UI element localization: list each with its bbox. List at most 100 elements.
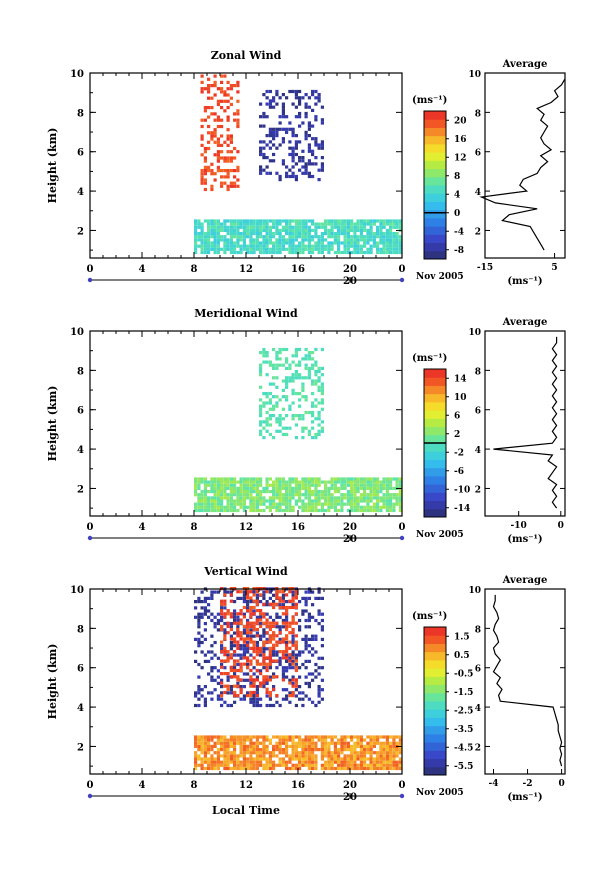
heatmap-cell bbox=[262, 347, 266, 352]
heatmap-cell bbox=[317, 496, 321, 500]
heatmap-cell bbox=[330, 483, 334, 487]
heatmap-cell bbox=[301, 382, 305, 386]
heatmap-cell bbox=[311, 502, 315, 506]
heatmap-cell bbox=[333, 496, 337, 500]
heatmap-cell bbox=[291, 763, 295, 767]
heatmap-cell bbox=[288, 244, 292, 248]
heatmap-cell bbox=[200, 222, 204, 226]
heatmap-cell bbox=[389, 232, 393, 236]
heatmap-cell bbox=[252, 496, 256, 500]
colorbar-tick-label: -1.5 bbox=[454, 688, 473, 698]
heatmap-cell bbox=[213, 134, 217, 138]
heatmap-cell bbox=[301, 697, 305, 701]
heatmap-cell bbox=[291, 219, 295, 223]
heatmap-cell bbox=[285, 694, 289, 698]
heatmap-cell bbox=[262, 496, 266, 500]
heatmap-cell bbox=[259, 760, 263, 764]
heatmap-cell bbox=[203, 172, 207, 176]
heatmap-cell bbox=[372, 735, 376, 739]
heatmap-cell bbox=[262, 681, 266, 685]
heatmap-cell bbox=[197, 499, 201, 503]
heatmap-cell bbox=[220, 169, 224, 173]
heatmap-cell bbox=[382, 766, 386, 771]
heatmap-cell bbox=[376, 477, 380, 481]
heatmap-cell bbox=[233, 666, 237, 670]
heatmap-cell bbox=[249, 600, 253, 604]
heatmap-cell bbox=[236, 238, 240, 242]
heatmap-cell bbox=[294, 250, 298, 255]
heatmap-cell bbox=[314, 379, 318, 383]
heatmap-cell bbox=[363, 483, 367, 487]
heatmap-cell bbox=[268, 738, 272, 742]
heatmap-cell bbox=[304, 735, 308, 739]
heatmap-cell bbox=[265, 235, 269, 239]
heatmap-cell bbox=[213, 486, 217, 490]
heatmap-cell bbox=[320, 496, 324, 500]
heatmap-cell bbox=[353, 232, 357, 236]
heatmap-cell bbox=[298, 228, 302, 232]
heatmap-cell bbox=[246, 757, 250, 761]
heatmap-cell bbox=[304, 225, 308, 229]
heatmap-cell bbox=[301, 417, 305, 421]
date-axis-label: 20 bbox=[343, 276, 357, 287]
heatmap-cell bbox=[220, 672, 224, 676]
heatmap-cell bbox=[317, 238, 321, 242]
heatmap-cell bbox=[278, 483, 282, 487]
heatmap-cell bbox=[369, 744, 373, 748]
heatmap-cell bbox=[233, 738, 237, 742]
heatmap-cell bbox=[239, 637, 243, 641]
heatmap-cell bbox=[320, 168, 324, 172]
heatmap-cell bbox=[262, 685, 266, 689]
heatmap-cell bbox=[356, 502, 360, 506]
heatmap-cell bbox=[265, 738, 269, 742]
heatmap-cell bbox=[278, 363, 282, 367]
heatmap-cell bbox=[246, 250, 250, 255]
heatmap-cell bbox=[379, 754, 383, 758]
heatmap-cell bbox=[262, 436, 266, 440]
heatmap-cell bbox=[223, 244, 227, 248]
heatmap-cell bbox=[249, 700, 253, 704]
heatmap-cell bbox=[275, 385, 279, 389]
heatmap-cell bbox=[242, 738, 246, 742]
heatmap-cell bbox=[324, 763, 328, 767]
heatmap-cell bbox=[236, 643, 240, 647]
heatmap-cell bbox=[392, 241, 396, 245]
heatmap-cell bbox=[369, 496, 373, 500]
heatmap-cell bbox=[346, 244, 350, 248]
heatmap-cell bbox=[285, 741, 289, 745]
heatmap-cell bbox=[259, 493, 263, 497]
heatmap-cell bbox=[210, 247, 214, 251]
colorbar-swatch bbox=[424, 434, 446, 444]
heatmap-cell bbox=[330, 244, 334, 248]
heatmap-cell bbox=[259, 241, 263, 245]
heatmap-cell bbox=[275, 366, 279, 370]
heatmap-cell bbox=[324, 486, 328, 490]
heatmap-cell bbox=[330, 241, 334, 245]
heatmap-cell bbox=[359, 238, 363, 242]
heatmap-cell bbox=[301, 395, 305, 399]
heatmap-cell bbox=[268, 640, 272, 644]
heatmap-cell bbox=[255, 222, 259, 226]
heatmap-cell bbox=[343, 235, 347, 239]
heatmap-cell bbox=[272, 137, 276, 141]
heatmap-cell bbox=[246, 738, 250, 742]
heatmap-cell bbox=[233, 650, 237, 654]
heatmap-cell bbox=[223, 744, 227, 748]
heatmap-cell bbox=[262, 146, 266, 150]
profile-x-tick-label: 0 bbox=[558, 779, 564, 789]
heatmap-cell bbox=[268, 763, 272, 767]
heatmap-cell bbox=[382, 232, 386, 236]
heatmap-cell bbox=[220, 502, 224, 506]
heatmap-cell bbox=[281, 735, 285, 739]
heatmap-cell bbox=[262, 499, 266, 503]
heatmap-cell bbox=[255, 688, 259, 692]
heatmap-cell bbox=[298, 493, 302, 497]
heatmap-cell bbox=[259, 225, 263, 229]
heatmap-cell bbox=[252, 505, 256, 509]
heatmap-cell bbox=[301, 662, 305, 667]
heatmap-cell bbox=[262, 228, 266, 232]
heatmap-cell bbox=[252, 656, 256, 660]
heatmap-cell bbox=[242, 628, 246, 632]
heatmap-cell bbox=[249, 496, 253, 500]
heatmap-cell bbox=[288, 407, 292, 411]
